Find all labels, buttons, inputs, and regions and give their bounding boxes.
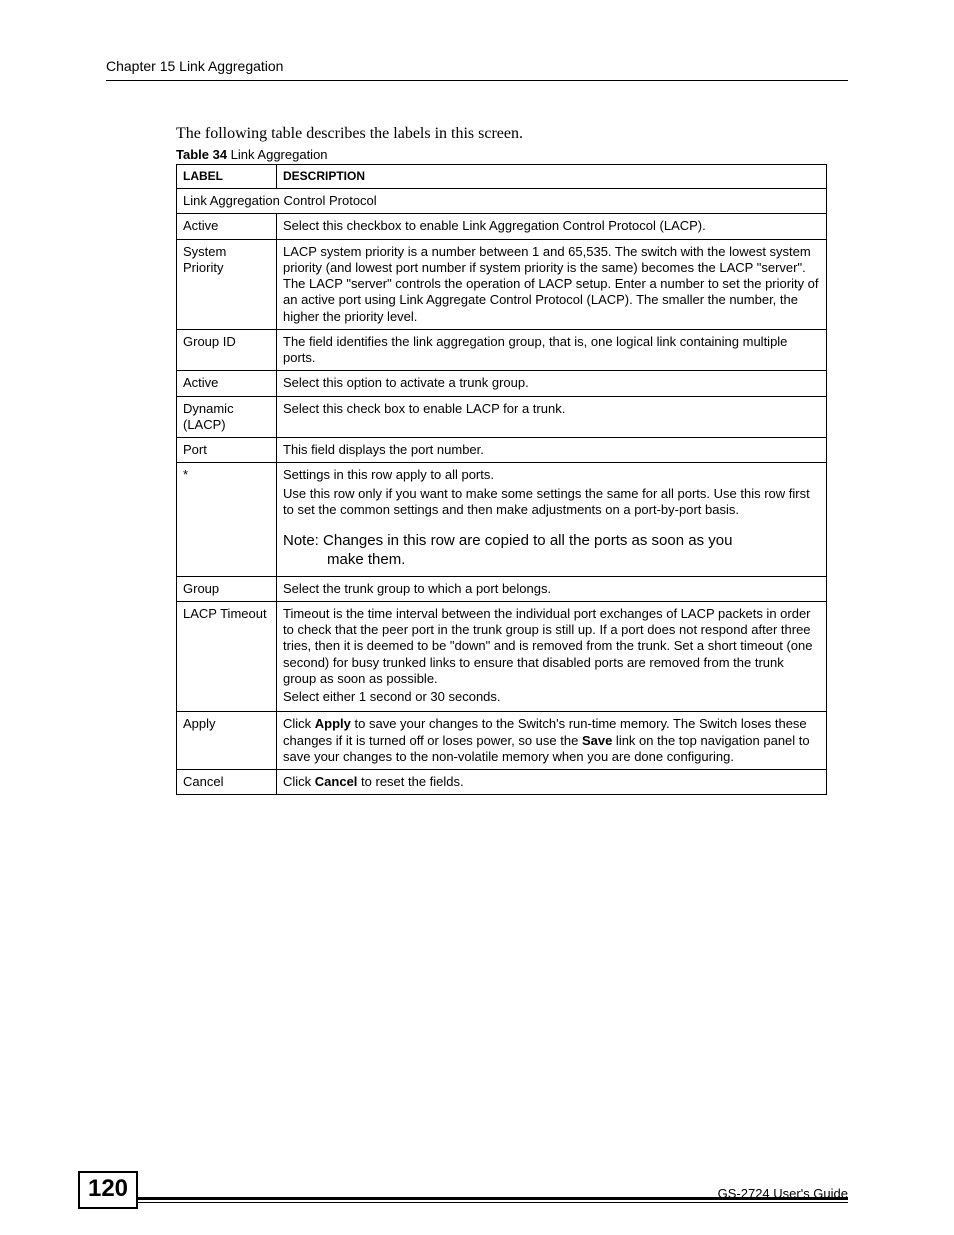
cancel-bold: Cancel <box>315 774 358 789</box>
row-desc: Settings in this row apply to all ports.… <box>277 463 827 576</box>
row-desc: Select the trunk group to which a port b… <box>277 576 827 601</box>
row-desc: This field displays the port number. <box>277 438 827 463</box>
footer-rule-thin <box>128 1202 848 1203</box>
table-row: Dynamic (LACP) Select this check box to … <box>177 396 827 438</box>
intro-text: The following table describes the labels… <box>176 125 848 143</box>
table-row: System Priority LACP system priority is … <box>177 239 827 329</box>
table-section-row: Link Aggregation Control Protocol <box>177 189 827 214</box>
chapter-header: Chapter 15 Link Aggregation <box>106 58 848 81</box>
table-row: Cancel Click Cancel to reset the fields. <box>177 770 827 795</box>
row-label: LACP Timeout <box>177 601 277 712</box>
row-desc: Select this option to activate a trunk g… <box>277 371 827 396</box>
row-desc: Select this check box to enable LACP for… <box>277 396 827 438</box>
row-desc: Click Cancel to reset the fields. <box>277 770 827 795</box>
row-desc: Click Apply to save your changes to the … <box>277 712 827 770</box>
row-label: Cancel <box>177 770 277 795</box>
row-label: Apply <box>177 712 277 770</box>
row-label: Dynamic (LACP) <box>177 396 277 438</box>
table-row: Group Select the trunk group to which a … <box>177 576 827 601</box>
row-label: * <box>177 463 277 576</box>
table-caption: Table 34 Link Aggregation <box>176 147 848 162</box>
table-row: LACP Timeout Timeout is the time interva… <box>177 601 827 712</box>
table-row: Apply Click Apply to save your changes t… <box>177 712 827 770</box>
cancel-post: to reset the fields. <box>357 774 463 789</box>
table-row: * Settings in this row apply to all port… <box>177 463 827 576</box>
row-desc: Timeout is the time interval between the… <box>277 601 827 712</box>
row-label: Group <box>177 576 277 601</box>
lacp-p1: Timeout is the time interval between the… <box>283 606 820 687</box>
page: Chapter 15 Link Aggregation The followin… <box>0 0 954 1235</box>
row-desc: The field identifies the link aggregatio… <box>277 329 827 371</box>
apply-bold1: Apply <box>315 716 351 731</box>
star-note: Note: Changes in this row are copied to … <box>283 532 820 570</box>
section-cell: Link Aggregation Control Protocol <box>177 189 827 214</box>
row-desc: LACP system priority is a number between… <box>277 239 827 329</box>
row-desc: Select this checkbox to enable Link Aggr… <box>277 214 827 239</box>
footer-guide-name: GS-2724 User's Guide <box>718 1186 848 1201</box>
table-row: Active Select this checkbox to enable Li… <box>177 214 827 239</box>
header-description: DESCRIPTION <box>277 165 827 189</box>
apply-pre: Click <box>283 716 315 731</box>
apply-bold2: Save <box>582 733 612 748</box>
cancel-pre: Click <box>283 774 315 789</box>
row-label: Port <box>177 438 277 463</box>
star-p1: Settings in this row apply to all ports. <box>283 467 820 483</box>
table-caption-number: Table 34 <box>176 147 227 162</box>
link-aggregation-table: LABEL DESCRIPTION Link Aggregation Contr… <box>176 164 827 795</box>
row-label: Active <box>177 371 277 396</box>
header-label: LABEL <box>177 165 277 189</box>
star-note-line1: Note: Changes in this row are copied to … <box>283 532 732 549</box>
star-p2: Use this row only if you want to make so… <box>283 486 820 519</box>
page-footer: 120 GS-2724 User's Guide <box>78 1197 848 1203</box>
table-row: Port This field displays the port number… <box>177 438 827 463</box>
lacp-p2: Select either 1 second or 30 seconds. <box>283 689 820 705</box>
table-row: Active Select this option to activate a … <box>177 371 827 396</box>
table-caption-title: Link Aggregation <box>227 147 327 162</box>
star-note-line2: make them. <box>327 551 820 570</box>
row-label: Active <box>177 214 277 239</box>
row-label: System Priority <box>177 239 277 329</box>
table-row: Group ID The field identifies the link a… <box>177 329 827 371</box>
page-number: 120 <box>78 1171 138 1209</box>
row-label: Group ID <box>177 329 277 371</box>
table-header-row: LABEL DESCRIPTION <box>177 165 827 189</box>
